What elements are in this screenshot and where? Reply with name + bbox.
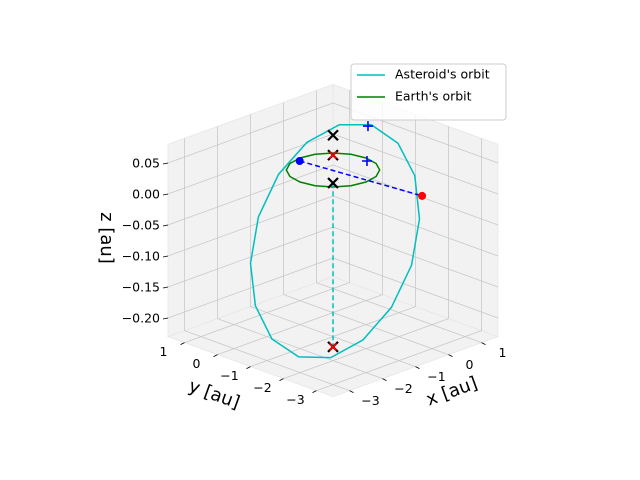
point-marker <box>328 342 338 351</box>
z-tick-label: 0.00 <box>132 187 160 202</box>
point-marker <box>327 177 339 189</box>
y-tick-label: −2 <box>253 380 271 395</box>
series-line <box>249 123 421 359</box>
series-line <box>299 160 423 197</box>
x-tick-label: 0 <box>466 357 474 372</box>
tick-mark <box>162 286 169 289</box>
z-axis-label: z [au] <box>96 212 117 264</box>
tick-mark <box>349 390 354 393</box>
z-tick-label: 0.05 <box>132 156 160 171</box>
grid-line <box>184 282 350 343</box>
point-marker <box>361 156 372 166</box>
point-marker <box>327 129 339 142</box>
tick-mark <box>312 390 317 393</box>
legend-box <box>350 63 507 121</box>
x-tick-label: 1 <box>499 345 507 360</box>
grid-line <box>167 102 334 164</box>
ticks: −3 −2 −1 0 1 −3 −2 −1 0 1 −0.20 −0.15 −0.10 −0.05 0.00… <box>122 156 507 409</box>
legend-label: Earth's orbit <box>395 89 472 104</box>
grid-line <box>167 226 334 288</box>
tick-mark <box>162 193 169 196</box>
tick-mark <box>162 255 169 258</box>
grid-line <box>167 164 334 226</box>
tick-mark <box>162 162 169 165</box>
tick-mark <box>382 378 387 381</box>
grid-line <box>167 195 334 257</box>
grid-line <box>332 164 499 226</box>
grid-line <box>332 226 499 288</box>
grid-line <box>332 133 499 195</box>
tick-mark <box>415 366 420 369</box>
point-marker <box>418 191 427 200</box>
tick-mark <box>448 354 453 357</box>
grid-line <box>332 195 499 257</box>
grid-line <box>316 330 482 391</box>
point-marker <box>362 121 373 132</box>
tick-mark <box>279 378 284 381</box>
tick-mark <box>180 342 185 345</box>
tick-mark <box>162 224 169 227</box>
y-tick-label: 1 <box>160 344 168 359</box>
y-tick-label: 0 <box>193 356 201 371</box>
z-tick-label: −0.10 <box>122 249 160 264</box>
point-marker <box>328 151 338 160</box>
grid-line <box>332 257 499 319</box>
x-tick-label: −2 <box>394 381 412 396</box>
series-line <box>285 152 381 188</box>
grid-line <box>283 318 449 379</box>
legend: Asteroid's orbit Earth's orbit <box>350 63 507 121</box>
grid-line <box>167 257 334 319</box>
tick-mark <box>246 366 251 369</box>
tick-mark <box>162 317 169 320</box>
legend-label: Asteroid's orbit <box>395 67 490 82</box>
grid-line <box>217 294 383 355</box>
x-tick-label: −1 <box>427 369 445 384</box>
z-tick-label: −0.15 <box>122 280 160 295</box>
plot-area <box>249 121 427 359</box>
y-tick-label: −3 <box>286 392 304 407</box>
y-tick-label: −1 <box>220 368 238 383</box>
tick-mark <box>213 354 218 357</box>
z-tick-label: −0.05 <box>122 218 160 233</box>
x-tick-label: −3 <box>361 393 379 408</box>
z-tick-label: −0.20 <box>122 311 160 326</box>
tick-mark <box>481 342 486 345</box>
point-marker <box>295 157 304 165</box>
